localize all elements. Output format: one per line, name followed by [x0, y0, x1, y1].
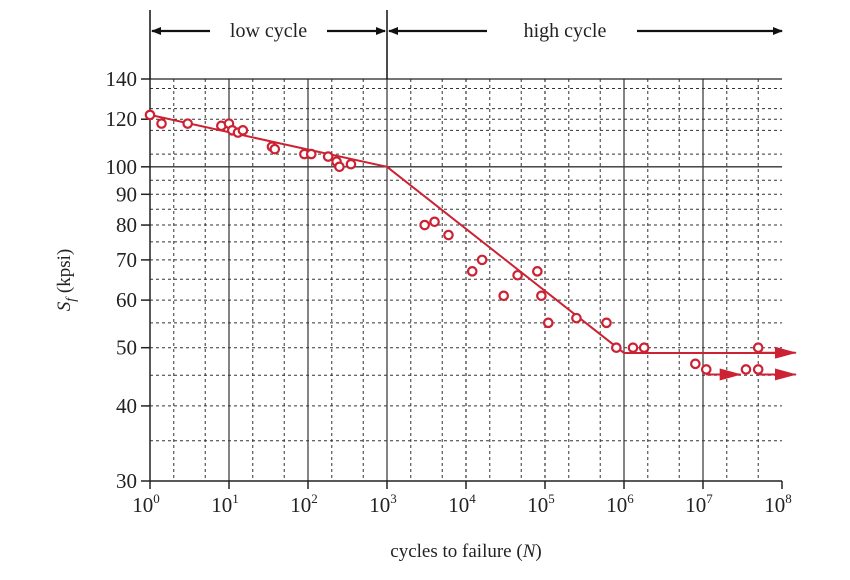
x-tick-label: 101	[211, 491, 239, 517]
data-point	[322, 151, 334, 162]
y-axis-label: Sf (kpsi)	[54, 249, 79, 311]
sn-fit-line	[149, 113, 782, 354]
high-cycle-label: high cycle	[524, 20, 607, 42]
data-point	[611, 342, 622, 353]
data-point	[498, 290, 509, 302]
x-tick-label: 108	[764, 491, 792, 517]
data-point	[466, 266, 478, 277]
data-point	[536, 290, 547, 302]
data-point	[542, 317, 554, 329]
x-tick-label: 104	[448, 491, 476, 517]
x-tick-label: 105	[527, 491, 555, 517]
x-axis-label: cycles to failure (N)	[390, 541, 541, 562]
y-tick-label: 140	[106, 67, 138, 91]
low-cycle-label: low cycle	[230, 20, 307, 42]
data-point	[443, 229, 454, 241]
data-point	[182, 118, 193, 129]
data-point	[752, 364, 764, 375]
x-tick-label: 103	[369, 491, 397, 517]
data-point	[571, 312, 582, 324]
y-tick-label: 100	[106, 155, 138, 179]
cycle-regions: low cycle high cycle	[149, 10, 783, 79]
data-point	[532, 266, 543, 277]
data-point	[419, 219, 430, 231]
y-tick-label: 90	[116, 182, 137, 206]
data-point	[156, 118, 167, 129]
data-point	[601, 317, 612, 329]
x-tick-label: 100	[132, 491, 160, 517]
gridlines	[150, 79, 782, 481]
data-point	[269, 143, 281, 155]
data-point	[627, 342, 639, 353]
x-tick-label: 102	[290, 491, 318, 517]
data-point	[690, 358, 701, 370]
data-point	[700, 364, 712, 375]
y-tick-label: 50	[116, 336, 137, 360]
data-point	[305, 148, 317, 160]
data-point	[638, 342, 650, 353]
data-point	[345, 158, 357, 170]
data-point	[740, 364, 752, 375]
y-tick-label: 120	[106, 107, 138, 131]
axes	[141, 78, 783, 489]
data-point	[476, 254, 488, 266]
y-tick-label: 80	[116, 213, 137, 237]
data-point	[334, 161, 345, 173]
y-tick-label: 30	[116, 469, 137, 493]
x-tick-label: 107	[685, 491, 713, 517]
x-tick-label: 106	[606, 491, 634, 517]
data-point	[512, 269, 523, 281]
data-point	[752, 342, 764, 353]
y-tick-label: 70	[116, 248, 137, 272]
data-point	[144, 109, 156, 121]
y-tick-label: 40	[116, 394, 137, 418]
y-tick-label: 60	[116, 288, 137, 312]
data-point	[429, 216, 440, 228]
data-point	[237, 125, 249, 136]
